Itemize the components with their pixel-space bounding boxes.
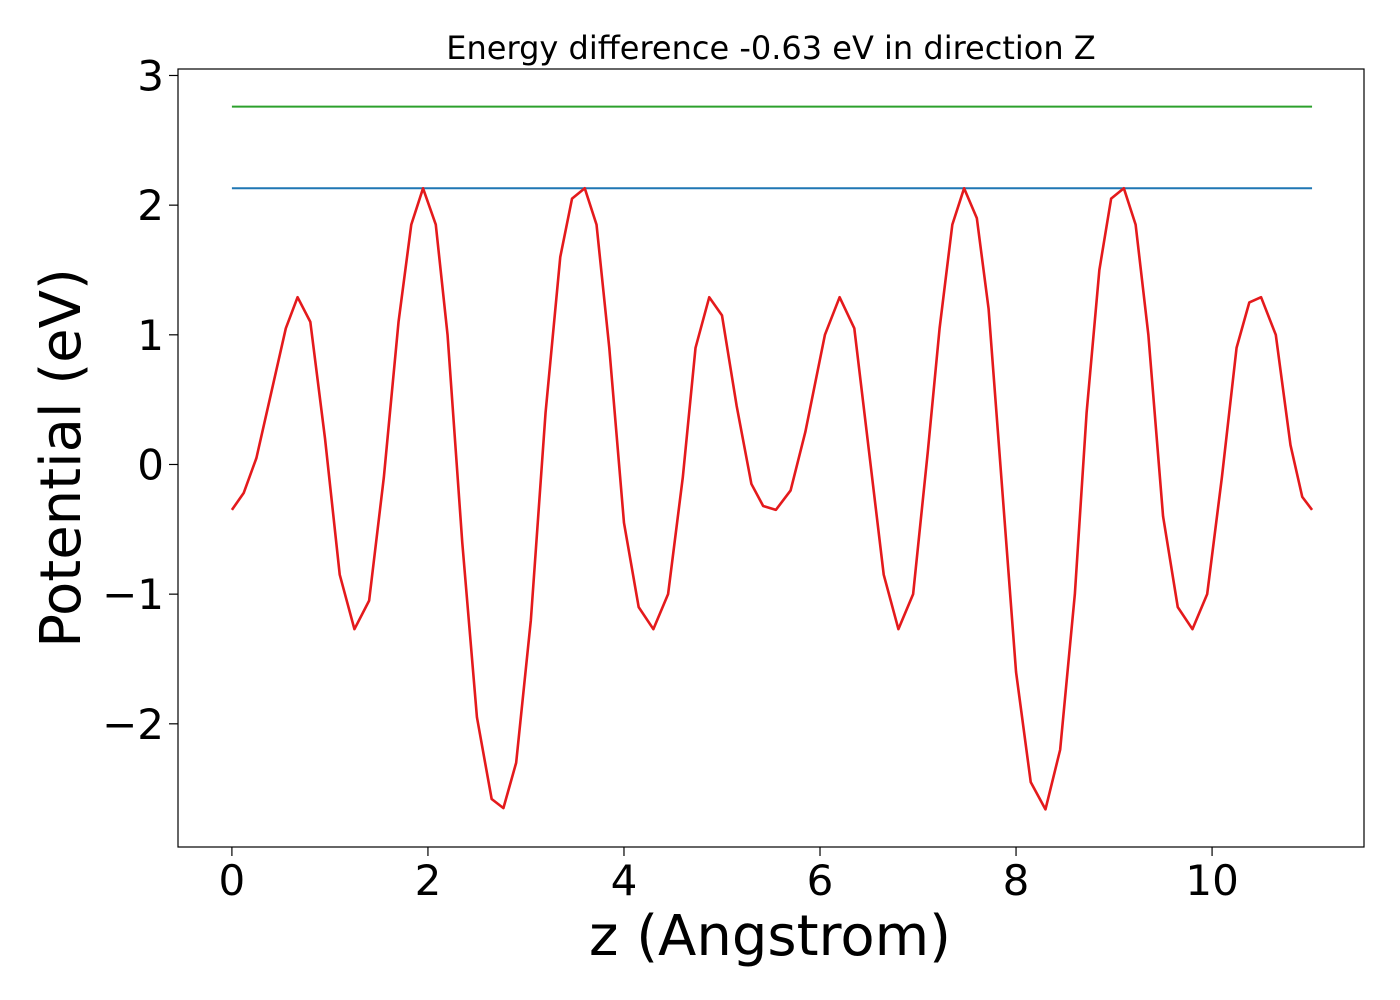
x-tick-label: 8 [1003, 856, 1030, 905]
y-tick-label: −2 [102, 700, 164, 749]
y-axis-label: Potential (eV) [29, 268, 94, 648]
series-line-3 [230, 186, 1314, 811]
x-tick-label: 10 [1185, 856, 1238, 905]
series-layer [230, 105, 1314, 811]
x-tick-label: 2 [415, 856, 442, 905]
y-tick-label: 0 [137, 440, 164, 489]
y-tick-label: 1 [137, 311, 164, 360]
x-tick-label: 4 [611, 856, 638, 905]
x-tick-label: 0 [219, 856, 246, 905]
y-tick-label: −1 [102, 570, 164, 619]
y-tick-label: 2 [137, 181, 164, 230]
x-axis-ticks: 0 2 4 6 8 10 [219, 847, 1239, 905]
chart-title: Energy difference -0.63 eV in direction … [446, 29, 1095, 67]
y-axis-ticks: −2 −1 0 1 2 3 [102, 51, 178, 749]
plot-frame [177, 68, 1365, 848]
x-axis-label: z (Angstrom) [589, 904, 951, 969]
x-tick-label: 6 [807, 856, 834, 905]
y-tick-label: 3 [137, 51, 164, 100]
